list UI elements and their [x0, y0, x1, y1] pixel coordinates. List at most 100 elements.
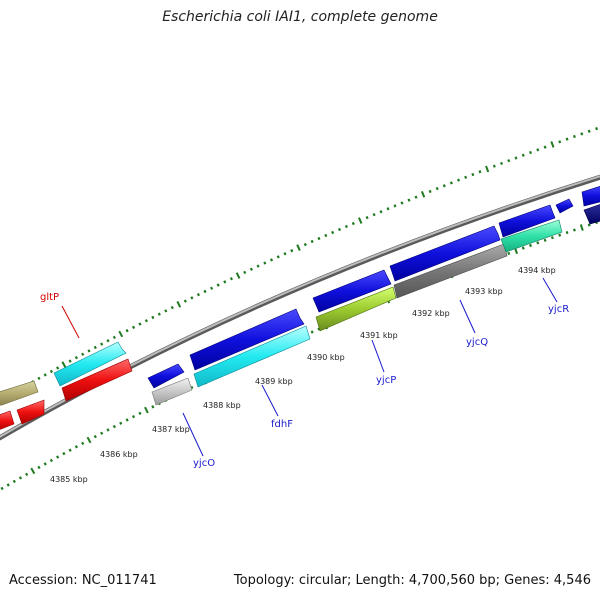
inner-minor-tick	[112, 424, 116, 429]
outer-minor-tick	[93, 345, 97, 350]
outer-minor-tick	[106, 339, 110, 343]
map-title: Escherichia coli IAI1, complete genome	[162, 9, 438, 25]
inner-minor-tick	[131, 414, 136, 419]
gene-yjcQ-arrow	[393, 243, 508, 299]
kbp-label-4390: 4390 kbp	[307, 353, 345, 362]
yjcO-leader-line	[182, 412, 204, 457]
outer-minor-tick	[290, 249, 294, 253]
outer-minor-tick	[393, 204, 397, 208]
outer-minor-tick	[492, 164, 496, 168]
yjcR-leader-line	[542, 277, 558, 303]
outer-minor-tick	[457, 178, 461, 182]
gltP-leader-line	[61, 305, 80, 339]
gene-labels: gltP yjcO fdhF yjcP yjcQ yjcR	[40, 277, 569, 469]
inner-minor-tick	[310, 330, 314, 334]
gene-edge-navy-arrow	[583, 204, 600, 225]
outer-minor-tick	[379, 210, 383, 214]
outer-minor-tick	[464, 175, 468, 179]
outer-minor-tick	[49, 369, 53, 374]
gene-yjcR-forward-arrow	[498, 204, 556, 238]
outer-major-tick	[296, 244, 301, 251]
inner-minor-tick	[119, 421, 123, 425]
outer-minor-tick	[351, 221, 355, 226]
outer-minor-tick	[210, 286, 214, 290]
outer-minor-tick	[74, 356, 78, 360]
forward-strand-genes	[53, 185, 600, 389]
outer-minor-tick	[337, 227, 342, 232]
outer-minor-tick	[529, 150, 533, 155]
inner-minor-tick	[317, 327, 321, 331]
outer-minor-tick	[87, 349, 91, 353]
gene-left-red-arrow-1	[0, 410, 15, 430]
outer-minor-tick	[435, 186, 439, 191]
inner-minor-tick	[550, 236, 554, 240]
outer-major-tick	[61, 361, 67, 368]
outer-minor-tick	[442, 184, 446, 188]
inner-minor-tick	[74, 445, 78, 449]
outer-minor-tick	[164, 309, 168, 313]
outer-minor-tick	[400, 201, 404, 205]
outer-minor-tick	[580, 132, 584, 136]
inner-minor-tick	[43, 462, 47, 466]
gene-fdhF-arrow	[193, 325, 311, 388]
outer-minor-tick	[283, 252, 287, 256]
inner-minor-tick	[6, 483, 10, 487]
gene-label-yjcP: yjcP	[376, 375, 396, 386]
outer-minor-tick	[324, 233, 328, 238]
inner-minor-tick	[81, 441, 85, 446]
outer-minor-tick	[256, 264, 260, 268]
outer-minor-tick	[514, 156, 518, 160]
outer-major-tick	[485, 165, 490, 173]
outer-minor-tick	[310, 239, 314, 244]
outer-minor-tick	[68, 359, 72, 363]
inner-minor-tick	[558, 233, 562, 237]
inner-minor-tick	[62, 451, 66, 456]
outer-minor-tick	[572, 134, 576, 139]
outer-minor-tick	[131, 325, 136, 330]
inner-minor-tick	[543, 238, 547, 242]
outer-minor-tick	[500, 161, 504, 166]
outer-minor-tick	[216, 283, 220, 287]
gene-olive-arrow	[0, 380, 39, 406]
kbp-label-4385: 4385 kbp	[50, 475, 88, 484]
gene-edge-forward-arrow	[581, 185, 600, 207]
outer-minor-tick	[37, 376, 41, 381]
kbp-label-4393: 4393 kbp	[465, 287, 503, 296]
outer-minor-tick	[407, 198, 411, 202]
outer-minor-tick	[157, 312, 161, 316]
outer-minor-tick	[521, 153, 525, 157]
gene-left-red-arrow-2	[16, 399, 45, 425]
inner-minor-tick	[106, 428, 110, 432]
gene-small-forward-arrow	[555, 198, 574, 214]
outer-minor-tick	[183, 299, 187, 303]
outer-minor-tick	[428, 189, 432, 194]
outer-minor-tick	[276, 255, 280, 259]
kbp-label-4388: 4388 kbp	[203, 401, 241, 410]
gene-yjcP-arrow	[315, 286, 397, 332]
outer-minor-tick	[263, 261, 267, 265]
outer-minor-tick	[229, 277, 233, 281]
outer-minor-tick	[595, 127, 599, 131]
outer-minor-tick	[144, 319, 148, 323]
outer-minor-tick	[543, 145, 547, 149]
outer-minor-tick	[414, 195, 418, 199]
outer-minor-tick	[125, 329, 129, 333]
outer-minor-tick	[269, 258, 274, 262]
inner-minor-tick	[138, 411, 142, 416]
outer-minor-tick	[478, 170, 482, 174]
backbone	[0, 174, 600, 441]
outer-minor-tick	[344, 224, 348, 229]
genome-stats-text: Topology: circular; Length: 4,700,560 bp…	[233, 573, 591, 588]
outer-minor-tick	[507, 159, 511, 163]
gene-label-yjcO: yjcO	[193, 458, 215, 469]
outer-major-tick	[176, 301, 182, 308]
kbp-label-4387: 4387 kbp	[152, 425, 190, 434]
inner-major-tick	[86, 436, 92, 444]
inner-minor-tick	[529, 243, 532, 248]
outer-minor-tick	[449, 181, 453, 185]
outer-minor-tick	[536, 148, 540, 152]
inner-minor-tick	[587, 223, 591, 227]
outer-minor-tick	[249, 267, 253, 271]
inner-minor-tick	[49, 458, 53, 463]
